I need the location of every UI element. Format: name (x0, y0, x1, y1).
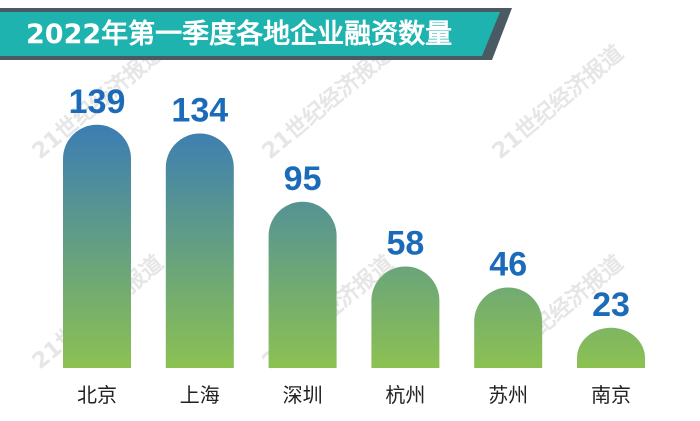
bar (371, 266, 440, 368)
bar (63, 124, 131, 368)
value-label: 95 (284, 160, 322, 198)
x-tick-label: 南京 (591, 383, 631, 407)
x-tick-label: 北京 (77, 383, 117, 407)
chart-title: 2022年第一季度各地企业融资数量 (26, 18, 452, 50)
x-tick-label: 上海 (180, 383, 220, 407)
x-tick-label: 深圳 (283, 383, 323, 407)
plot: 139 北京 134 上海 95 深圳 58 杭州 46 苏州 23 南京 (63, 83, 645, 407)
bar (577, 327, 645, 368)
x-tick-label: 杭州 (385, 383, 425, 407)
value-label: 134 (171, 92, 228, 130)
value-label: 139 (69, 83, 126, 121)
value-label: 23 (592, 286, 630, 324)
watermark: 21世纪经济报道 (487, 40, 628, 164)
value-label: 58 (386, 225, 424, 263)
title-banner (0, 12, 500, 56)
value-label: 46 (489, 246, 527, 284)
bar (474, 287, 543, 368)
x-tick-label: 苏州 (488, 383, 528, 407)
bar (165, 133, 234, 368)
bar (268, 201, 337, 368)
